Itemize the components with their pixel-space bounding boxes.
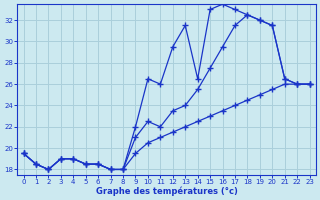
X-axis label: Graphe des températures (°c): Graphe des températures (°c) (96, 186, 237, 196)
